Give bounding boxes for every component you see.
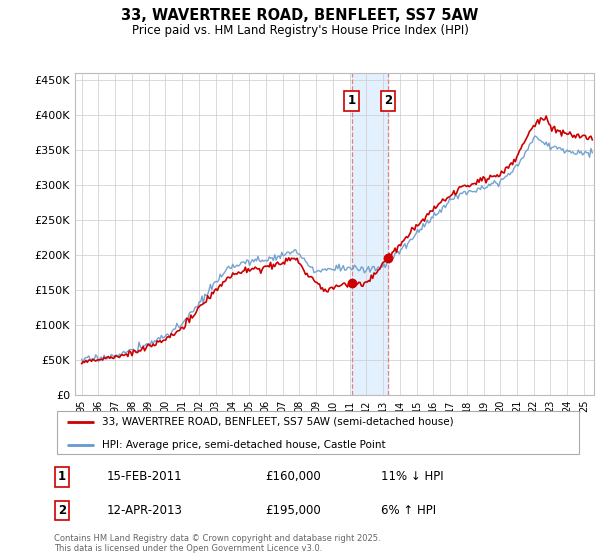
Text: 12-APR-2013: 12-APR-2013 bbox=[107, 504, 182, 517]
Text: £195,000: £195,000 bbox=[265, 504, 321, 517]
Text: HPI: Average price, semi-detached house, Castle Point: HPI: Average price, semi-detached house,… bbox=[101, 440, 385, 450]
Bar bbox=[352, 73, 388, 395]
Text: 2: 2 bbox=[384, 94, 392, 108]
Text: 1: 1 bbox=[347, 94, 356, 108]
Text: 11% ↓ HPI: 11% ↓ HPI bbox=[382, 470, 444, 483]
Text: 6% ↑ HPI: 6% ↑ HPI bbox=[382, 504, 436, 517]
FancyBboxPatch shape bbox=[56, 411, 580, 454]
Text: Price paid vs. HM Land Registry's House Price Index (HPI): Price paid vs. HM Land Registry's House … bbox=[131, 24, 469, 36]
Text: 33, WAVERTREE ROAD, BENFLEET, SS7 5AW (semi-detached house): 33, WAVERTREE ROAD, BENFLEET, SS7 5AW (s… bbox=[101, 417, 453, 427]
Text: 1: 1 bbox=[58, 470, 66, 483]
Text: 33, WAVERTREE ROAD, BENFLEET, SS7 5AW: 33, WAVERTREE ROAD, BENFLEET, SS7 5AW bbox=[121, 8, 479, 24]
Text: 15-FEB-2011: 15-FEB-2011 bbox=[107, 470, 182, 483]
Text: Contains HM Land Registry data © Crown copyright and database right 2025.
This d: Contains HM Land Registry data © Crown c… bbox=[54, 534, 380, 553]
Text: 2: 2 bbox=[58, 504, 66, 517]
Text: £160,000: £160,000 bbox=[265, 470, 321, 483]
